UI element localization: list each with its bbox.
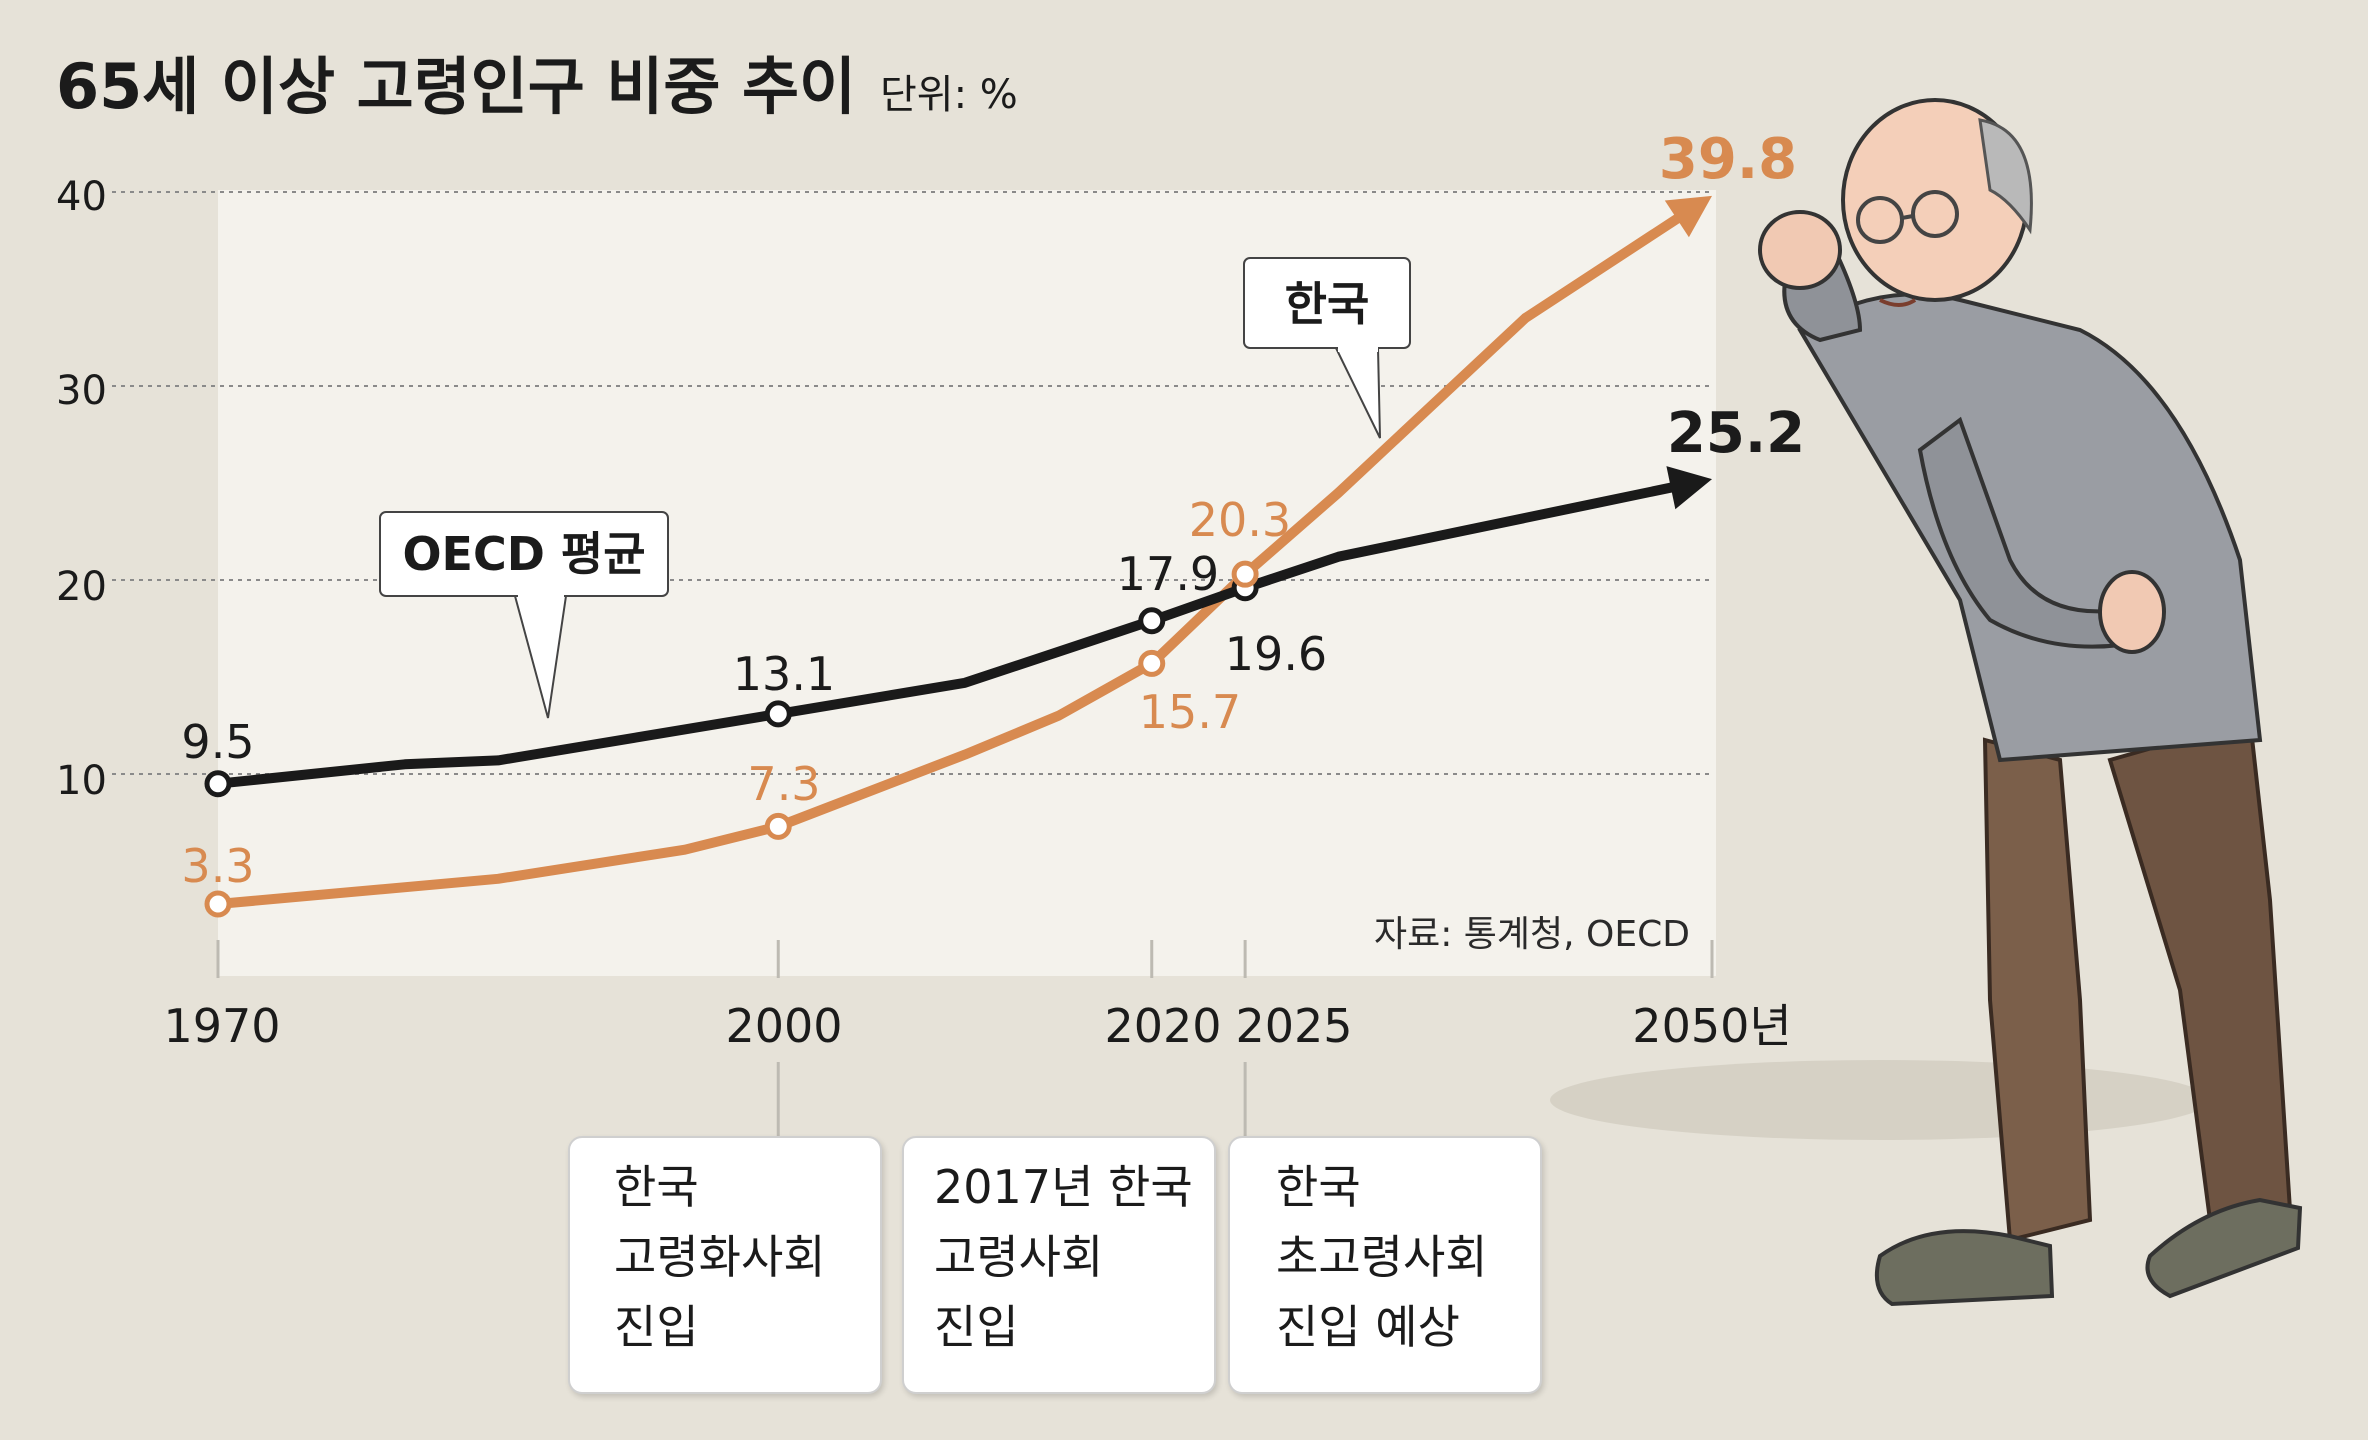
annotation-line: 한국	[614, 1160, 699, 1214]
oecd-value-label: 25.2	[1667, 401, 1805, 466]
source-label: 자료: 통계청, OECD	[1374, 914, 1690, 955]
annotation-box-2000: 한국 고령화사회 진입	[568, 1136, 882, 1394]
annotation-line: 2017년 한국	[934, 1160, 1193, 1214]
annotation-line: 고령화사회	[614, 1230, 826, 1284]
korea-value-label: 39.8	[1659, 127, 1797, 192]
korea-point-2025	[1231, 560, 1259, 588]
elderly-man-illustration	[1550, 98, 2303, 1307]
oecd-point-2000	[764, 700, 792, 728]
korea-point-2000	[764, 812, 792, 840]
unit-label: 단위: %	[880, 72, 1018, 118]
annotation-line: 진입	[614, 1300, 699, 1354]
korea-value-label: 3.3	[181, 839, 254, 893]
y-tick-label: 20	[56, 564, 107, 610]
oecd-point-1970	[204, 770, 232, 798]
x-tick-label: 2050년	[1632, 999, 1791, 1053]
korea-point-2020	[1138, 649, 1166, 677]
korea-point-1970	[204, 890, 232, 918]
oecd-value-label: 19.6	[1225, 627, 1327, 681]
chart-title: 65세 이상 고령인구 비중 추이	[56, 50, 856, 123]
y-tick-label: 30	[56, 368, 107, 414]
x-tick-label: 2000	[725, 999, 842, 1053]
oecd-legend-label: OECD 평균	[402, 527, 645, 581]
annotation-box-2020: 2017년 한국 고령사회 진입	[902, 1136, 1216, 1394]
korea-value-label: 7.3	[747, 757, 820, 811]
annotation-line: 진입	[934, 1300, 1019, 1354]
annotation-line: 진입 예상	[1276, 1300, 1460, 1354]
korea-value-label: 15.7	[1139, 685, 1241, 739]
oecd-series-line	[213, 480, 1688, 789]
annotation-line: 고령사회	[934, 1230, 1104, 1284]
korea-legend-callout: 한국	[1243, 257, 1411, 439]
annotation-line: 초고령사회	[1276, 1230, 1488, 1284]
oecd-value-label: 9.5	[181, 715, 254, 769]
annotation-box-2025: 한국 초고령사회 진입 예상	[1228, 1136, 1542, 1394]
korea-series-line	[213, 207, 1692, 909]
oecd-value-label: 13.1	[733, 647, 835, 701]
x-guides	[216, 940, 1714, 1136]
y-tick-label: 40	[56, 174, 107, 220]
oecd-arrowhead	[1666, 466, 1712, 510]
x-tick-label: 2025	[1235, 999, 1352, 1053]
oecd-legend-callout: OECD 평균	[379, 511, 669, 719]
korea-legend-label: 한국	[1285, 277, 1370, 331]
korea-arrowhead	[1664, 195, 1712, 238]
y-tick-label: 10	[56, 758, 107, 804]
oecd-point-2020	[1138, 607, 1166, 635]
annotation-line: 한국	[1276, 1160, 1361, 1214]
oecd-value-label: 17.9	[1117, 547, 1219, 601]
korea-value-label: 20.3	[1189, 493, 1291, 547]
x-tick-label: 1970	[163, 999, 280, 1053]
x-tick-label: 2020	[1104, 999, 1221, 1053]
